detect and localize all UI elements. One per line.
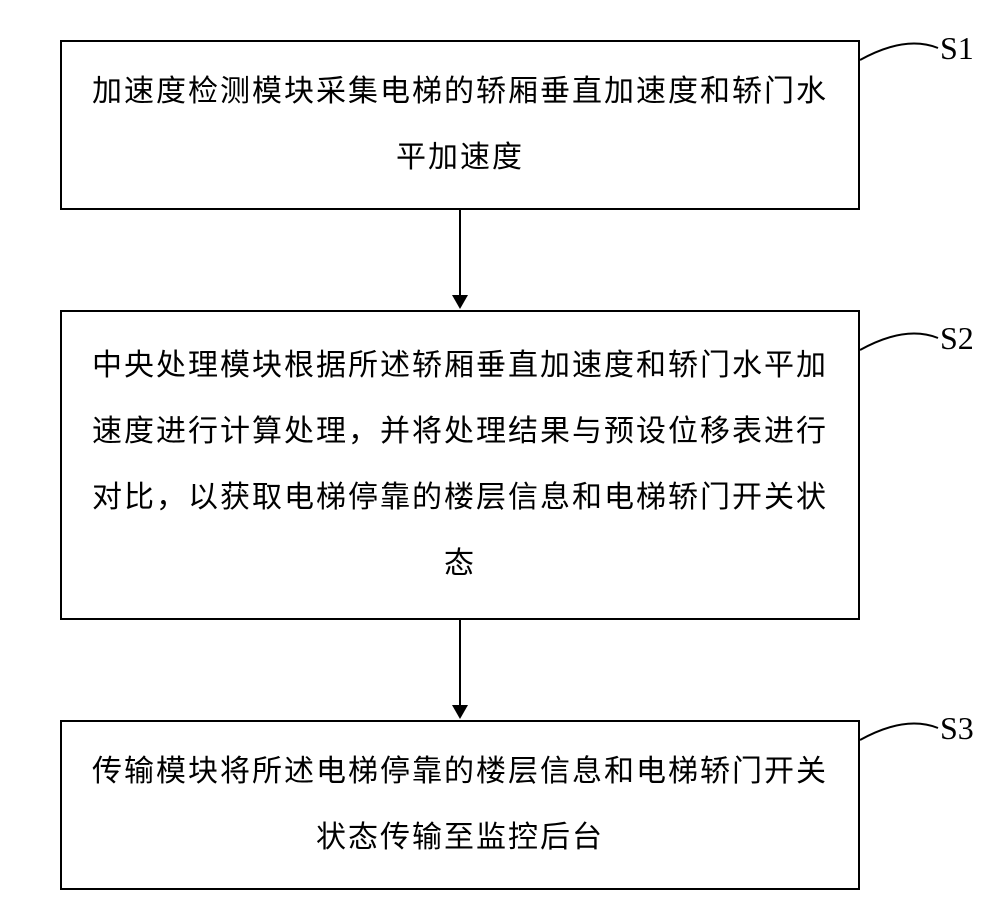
label-s3: S3 xyxy=(940,710,974,747)
flowchart-node-s3: 传输模块将所述电梯停靠的楼层信息和电梯轿门开关状态传输至监控后台 xyxy=(60,720,860,890)
flowchart-node-s2: 中央处理模块根据所述轿厢垂直加速度和轿门水平加速度进行计算处理，并将处理结果与预… xyxy=(60,310,860,620)
arrow-s1-s2 xyxy=(452,210,468,309)
arrow-s2-s3 xyxy=(452,620,468,719)
label-s2: S2 xyxy=(940,320,974,357)
node-s2-text: 中央处理模块根据所述轿厢垂直加速度和轿门水平加速度进行计算处理，并将处理结果与预… xyxy=(92,333,828,597)
node-s3-text: 传输模块将所述电梯停靠的楼层信息和电梯轿门开关状态传输至监控后台 xyxy=(92,739,828,871)
node-s1-text: 加速度检测模块采集电梯的轿厢垂直加速度和轿门水平加速度 xyxy=(92,59,828,191)
flowchart-node-s1: 加速度检测模块采集电梯的轿厢垂直加速度和轿门水平加速度 xyxy=(60,40,860,210)
label-s1: S1 xyxy=(940,30,974,67)
flowchart-container: 加速度检测模块采集电梯的轿厢垂直加速度和轿门水平加速度 S1 中央处理模块根据所… xyxy=(20,20,980,889)
